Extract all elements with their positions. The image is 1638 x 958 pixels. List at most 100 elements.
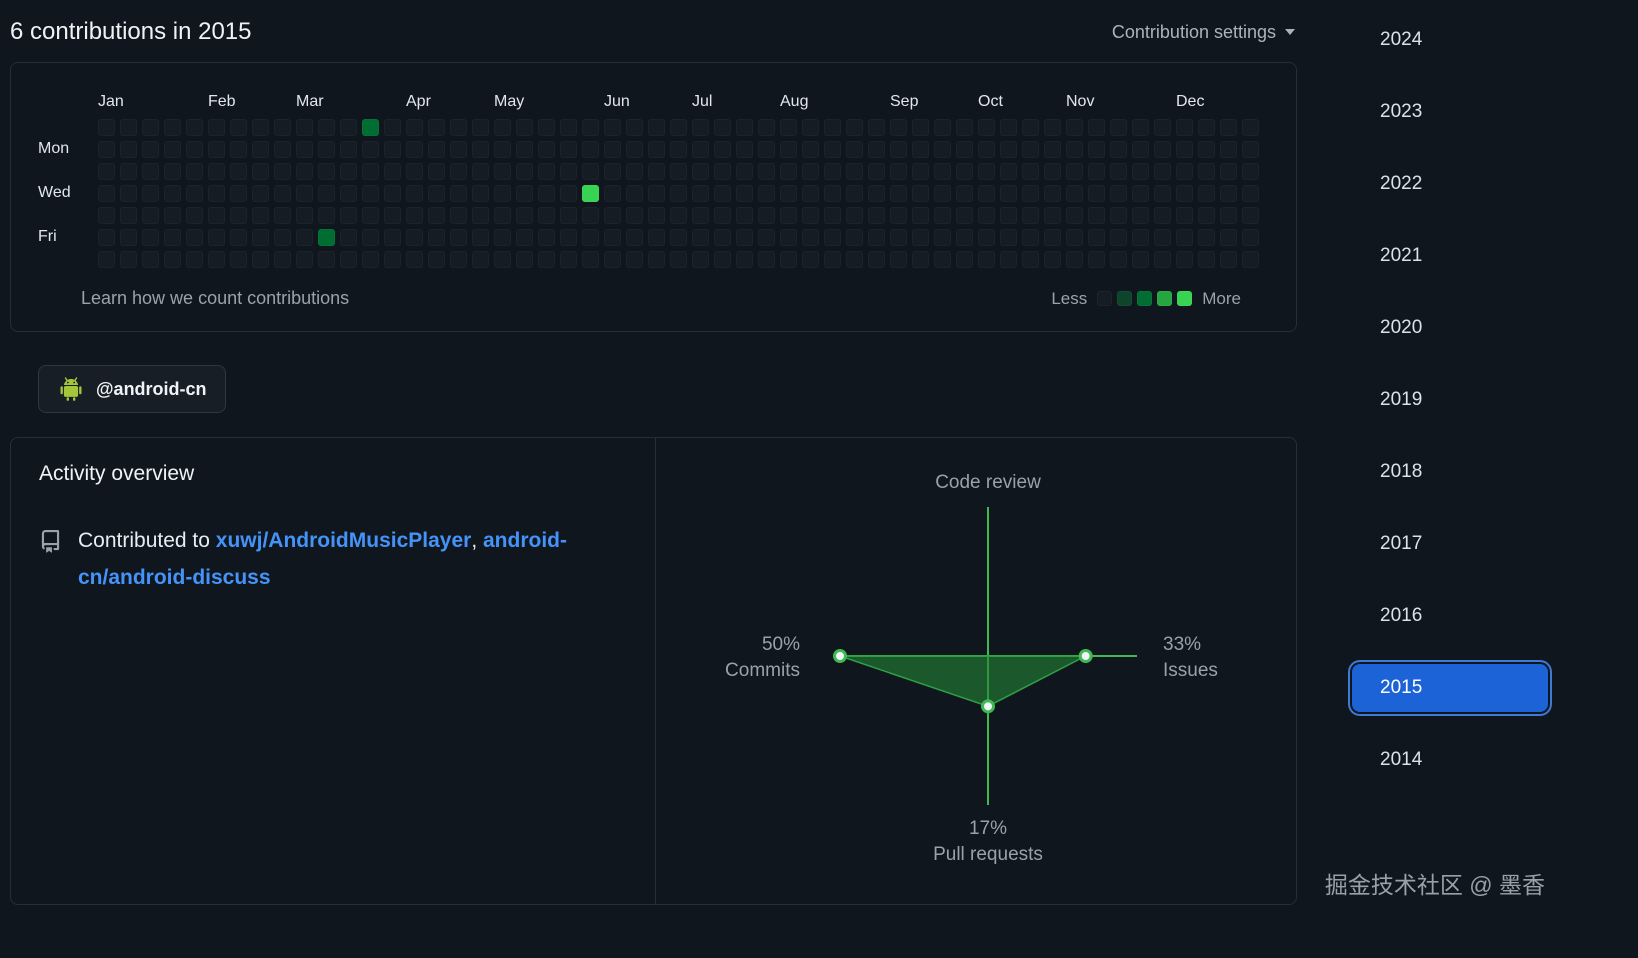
contribution-cell[interactable] [406, 229, 423, 246]
contribution-cell[interactable] [912, 185, 929, 202]
contribution-cell[interactable] [516, 207, 533, 224]
contribution-cell[interactable] [296, 185, 313, 202]
contribution-cell[interactable] [450, 163, 467, 180]
contribution-cell[interactable] [582, 185, 599, 202]
contribution-cell[interactable] [868, 251, 885, 268]
contribution-cell[interactable] [142, 251, 159, 268]
contribution-cell[interactable] [1198, 207, 1215, 224]
contribution-cell[interactable] [824, 141, 841, 158]
contribution-cell[interactable] [296, 141, 313, 158]
contribution-cell[interactable] [824, 251, 841, 268]
contribution-cell[interactable] [230, 185, 247, 202]
contribution-cell[interactable] [736, 141, 753, 158]
contribution-cell[interactable] [780, 163, 797, 180]
contribution-cell[interactable] [670, 229, 687, 246]
contribution-cell[interactable] [538, 229, 555, 246]
year-item-2018[interactable]: 2018 [1380, 461, 1423, 482]
contribution-cell[interactable] [648, 185, 665, 202]
contribution-cell[interactable] [340, 207, 357, 224]
contribution-cell[interactable] [384, 251, 401, 268]
contribution-cell[interactable] [736, 163, 753, 180]
contribution-cell[interactable] [252, 251, 269, 268]
contribution-cell[interactable] [846, 185, 863, 202]
contribution-cell[interactable] [98, 229, 115, 246]
contribution-cell[interactable] [670, 163, 687, 180]
contribution-cell[interactable] [1198, 119, 1215, 136]
contribution-cell[interactable] [406, 119, 423, 136]
contribution-cell[interactable] [384, 119, 401, 136]
contribution-cell[interactable] [450, 119, 467, 136]
contribution-cell[interactable] [714, 185, 731, 202]
contribution-cell[interactable] [208, 251, 225, 268]
contribution-cell[interactable] [1066, 251, 1083, 268]
contribution-cell[interactable] [1088, 163, 1105, 180]
contribution-cell[interactable] [912, 163, 929, 180]
contribution-cell[interactable] [164, 207, 181, 224]
contribution-cell[interactable] [846, 119, 863, 136]
contribution-cell[interactable] [1176, 229, 1193, 246]
contribution-cell[interactable] [120, 229, 137, 246]
contribution-cell[interactable] [1154, 163, 1171, 180]
contribution-cell[interactable] [714, 251, 731, 268]
contribution-cell[interactable] [1154, 185, 1171, 202]
contribution-cell[interactable] [230, 163, 247, 180]
contribution-cell[interactable] [98, 251, 115, 268]
contribution-cell[interactable] [1110, 163, 1127, 180]
contribution-cell[interactable] [1220, 119, 1237, 136]
contribution-cell[interactable] [692, 229, 709, 246]
contribution-cell[interactable] [692, 207, 709, 224]
contribution-cell[interactable] [362, 163, 379, 180]
contribution-cell[interactable] [252, 119, 269, 136]
contribution-cell[interactable] [472, 185, 489, 202]
contribution-cell[interactable] [560, 119, 577, 136]
contribution-cell[interactable] [1044, 185, 1061, 202]
contribution-cell[interactable] [802, 229, 819, 246]
contribution-cell[interactable] [890, 163, 907, 180]
contribution-cell[interactable] [318, 229, 335, 246]
contribution-cell[interactable] [868, 163, 885, 180]
contribution-cell[interactable] [1220, 229, 1237, 246]
contribution-cell[interactable] [450, 185, 467, 202]
contribution-cell[interactable] [1242, 141, 1259, 158]
contribution-cell[interactable] [1110, 141, 1127, 158]
contribution-cell[interactable] [1044, 141, 1061, 158]
contribution-cell[interactable] [1132, 207, 1149, 224]
contribution-cell[interactable] [252, 163, 269, 180]
contribution-cell[interactable] [516, 229, 533, 246]
contribution-cell[interactable] [604, 163, 621, 180]
contribution-cell[interactable] [164, 163, 181, 180]
contribution-cell[interactable] [494, 163, 511, 180]
contribution-cell[interactable] [780, 251, 797, 268]
contribution-cell[interactable] [1176, 163, 1193, 180]
contribution-cell[interactable] [868, 141, 885, 158]
contribution-cell[interactable] [252, 141, 269, 158]
contribution-cell[interactable] [846, 163, 863, 180]
year-item-2020[interactable]: 2020 [1380, 317, 1423, 338]
contribution-cell[interactable] [604, 229, 621, 246]
contribution-cell[interactable] [1066, 207, 1083, 224]
contribution-cell[interactable] [802, 207, 819, 224]
contribution-cell[interactable] [1198, 141, 1215, 158]
contribution-cell[interactable] [1220, 141, 1237, 158]
contribution-cell[interactable] [340, 119, 357, 136]
contribution-cell[interactable] [626, 141, 643, 158]
contribution-cell[interactable] [758, 185, 775, 202]
contribution-cell[interactable] [912, 229, 929, 246]
contribution-cell[interactable] [428, 207, 445, 224]
contribution-cell[interactable] [956, 229, 973, 246]
contribution-cell[interactable] [604, 119, 621, 136]
contribution-cell[interactable] [978, 207, 995, 224]
contribution-cell[interactable] [560, 163, 577, 180]
contribution-cell[interactable] [1176, 185, 1193, 202]
contribution-cell[interactable] [1022, 141, 1039, 158]
repo-link-1[interactable]: xuwj/AndroidMusicPlayer [215, 529, 472, 552]
contribution-cell[interactable] [494, 185, 511, 202]
contribution-cell[interactable] [428, 141, 445, 158]
contribution-cell[interactable] [186, 163, 203, 180]
contribution-cell[interactable] [978, 141, 995, 158]
contribution-cell[interactable] [714, 141, 731, 158]
contribution-cell[interactable] [890, 251, 907, 268]
contribution-cell[interactable] [252, 185, 269, 202]
contribution-cell[interactable] [890, 185, 907, 202]
contribution-cell[interactable] [1242, 163, 1259, 180]
